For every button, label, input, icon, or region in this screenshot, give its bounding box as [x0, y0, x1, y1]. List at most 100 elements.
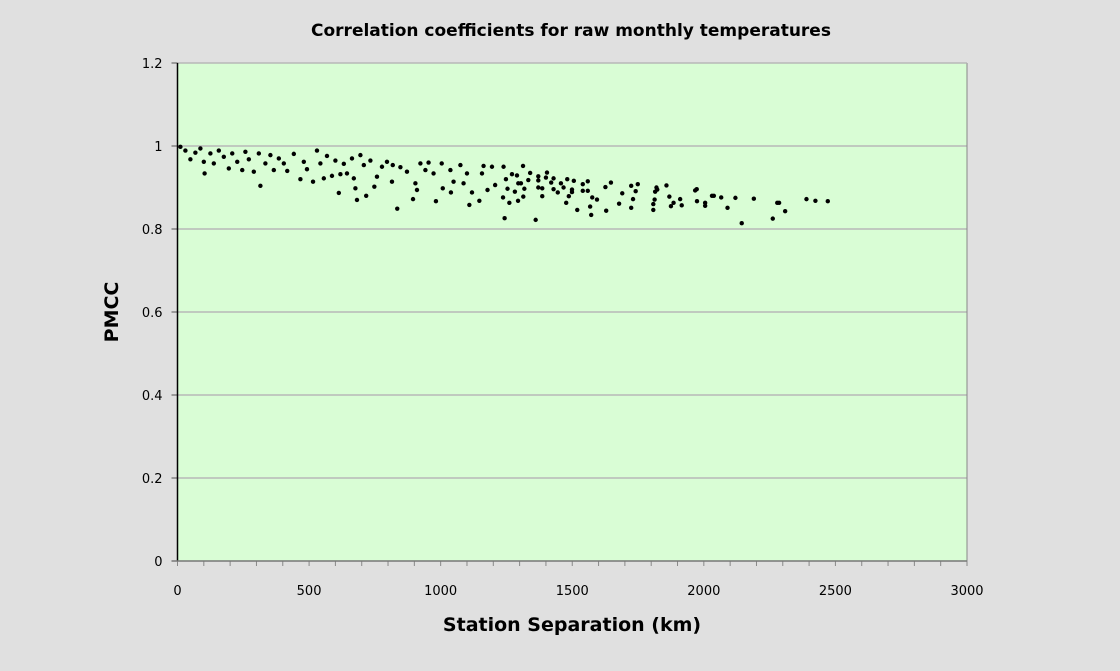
data-point	[561, 185, 566, 190]
data-point	[585, 188, 590, 194]
data-point	[258, 183, 263, 189]
data-point	[448, 167, 453, 173]
data-point	[590, 195, 595, 200]
data-point	[664, 183, 669, 188]
data-point	[221, 154, 227, 159]
data-point	[655, 187, 660, 192]
data-point	[616, 201, 622, 206]
data-point	[544, 170, 550, 175]
data-point	[477, 198, 482, 203]
x-axis-title: Station Separation (km)	[443, 614, 701, 636]
data-point	[505, 186, 510, 191]
data-point	[426, 160, 431, 165]
data-point	[509, 172, 515, 177]
x-tick-label: 500	[297, 584, 322, 599]
data-point	[630, 196, 636, 202]
axes: 0 0.2 0.4 0.6 0.8 1 1.2 0 500 1000 1500 2000 2500 300…	[142, 57, 984, 599]
data-point	[433, 198, 439, 204]
data-point	[193, 150, 198, 155]
data-point	[464, 171, 470, 176]
data-point	[341, 161, 347, 167]
data-point	[353, 186, 358, 191]
data-point	[512, 189, 518, 194]
data-point	[652, 197, 657, 202]
y-tick-label: 1.2	[142, 57, 163, 72]
data-point	[575, 207, 580, 213]
data-point	[671, 200, 676, 206]
data-point	[501, 164, 506, 169]
data-point	[285, 168, 290, 174]
data-point	[770, 216, 775, 221]
data-point	[202, 171, 207, 176]
data-point	[243, 149, 248, 155]
x-tick-label: 1000	[424, 584, 457, 599]
data-point	[588, 212, 594, 218]
data-point	[587, 204, 593, 209]
data-point	[500, 195, 506, 200]
y-axis-title: PMCC	[101, 282, 123, 343]
data-point	[543, 175, 549, 180]
data-point	[492, 182, 498, 188]
data-point	[677, 196, 683, 202]
data-point	[571, 178, 577, 184]
data-point	[711, 193, 717, 198]
data-point	[298, 177, 303, 182]
x-tick-label: 3000	[950, 584, 983, 599]
data-point	[395, 206, 400, 211]
data-point	[358, 152, 363, 158]
data-point	[527, 170, 533, 176]
data-point	[310, 179, 316, 184]
data-point	[440, 186, 445, 191]
data-point	[208, 151, 213, 156]
data-point	[536, 178, 541, 183]
y-tick-label: 1	[154, 140, 162, 155]
data-point	[235, 159, 240, 164]
data-point	[178, 144, 183, 150]
data-point	[694, 198, 700, 204]
data-point	[533, 217, 538, 223]
data-point	[333, 158, 338, 163]
data-point	[580, 181, 585, 187]
data-point	[702, 200, 708, 206]
data-point	[628, 205, 634, 211]
data-point	[183, 148, 188, 153]
data-point	[271, 167, 277, 173]
data-point	[361, 162, 367, 168]
data-point	[198, 146, 203, 151]
data-point	[301, 159, 307, 164]
data-point	[479, 171, 485, 176]
data-point	[536, 185, 541, 190]
data-point	[725, 205, 730, 211]
data-point	[314, 148, 320, 153]
data-point	[580, 188, 585, 194]
data-point	[520, 163, 526, 169]
data-point	[467, 202, 472, 208]
data-point	[410, 196, 416, 202]
data-point	[291, 151, 297, 157]
data-points	[178, 144, 830, 226]
data-point	[782, 208, 788, 214]
data-point	[216, 148, 222, 153]
y-tick-label: 0	[154, 555, 162, 570]
data-point	[608, 180, 614, 185]
data-point	[569, 189, 575, 195]
data-point	[329, 173, 335, 179]
data-point	[566, 194, 572, 199]
data-point	[526, 177, 531, 183]
data-point	[603, 184, 608, 190]
y-tick-label: 0.2	[142, 472, 163, 487]
data-point	[733, 195, 738, 201]
data-point	[304, 167, 310, 172]
data-point	[489, 164, 495, 169]
data-point	[256, 151, 262, 156]
data-point	[485, 187, 490, 193]
data-point	[635, 181, 640, 187]
data-point	[349, 156, 355, 161]
data-point	[188, 157, 193, 162]
data-point	[751, 196, 757, 201]
data-point	[354, 197, 360, 203]
data-point	[518, 181, 524, 186]
data-point	[414, 187, 420, 193]
data-point	[502, 216, 507, 221]
data-point	[540, 186, 545, 191]
